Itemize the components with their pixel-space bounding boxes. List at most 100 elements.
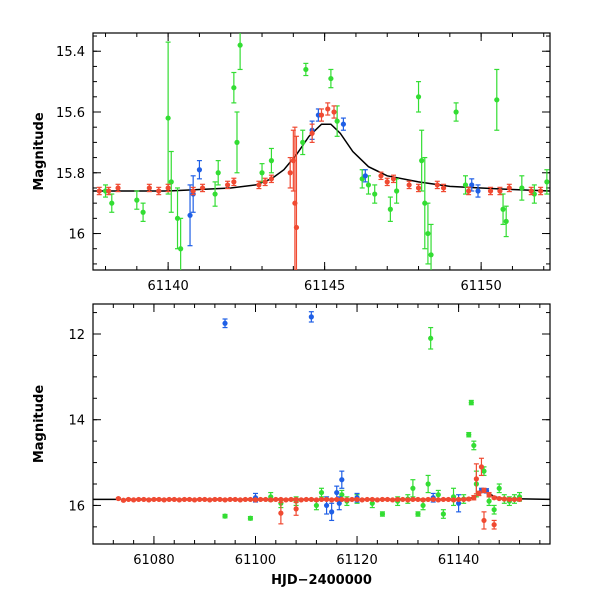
data-point-red [262, 179, 268, 185]
top-model-curve [93, 123, 550, 192]
data-point-red [222, 497, 228, 503]
top-xtick-label: 61145 [304, 279, 345, 294]
data-point-green [415, 511, 421, 517]
data-point-green [422, 200, 428, 206]
data-point-green [500, 206, 506, 212]
data-point-red [252, 497, 259, 503]
data-point-red [425, 496, 431, 503]
data-point-red [491, 522, 497, 528]
data-point-green [491, 507, 497, 513]
data-point-green [268, 158, 275, 164]
data-point-red [445, 496, 452, 503]
data-point-red [237, 497, 243, 503]
data-point-red [165, 185, 171, 191]
data-point-red [395, 496, 401, 503]
data-point-green [415, 94, 422, 100]
data-point-red [141, 496, 147, 503]
data-point-green [503, 218, 509, 224]
data-point-red [528, 188, 534, 194]
data-point-red [273, 496, 279, 503]
data-point-green [134, 197, 140, 203]
data-point-red [434, 182, 440, 188]
data-point-red [232, 496, 238, 503]
data-point-red [331, 109, 337, 115]
data-point-red [115, 185, 121, 191]
data-point-red [334, 496, 340, 503]
data-point-red [497, 188, 503, 194]
data-point-red [303, 496, 309, 503]
data-point-red [242, 496, 248, 503]
bottom-series-red [115, 457, 523, 530]
data-point-green [174, 215, 181, 221]
data-point-red [125, 496, 132, 503]
data-point-green [339, 492, 345, 498]
data-point-blue [339, 477, 345, 483]
data-point-green [440, 511, 446, 517]
data-point-blue [308, 314, 314, 320]
data-point-red [298, 497, 304, 503]
data-point-red [288, 496, 294, 503]
data-point-red [224, 182, 231, 188]
data-point-red [410, 496, 416, 503]
data-point-red [378, 173, 384, 179]
data-point-red [199, 185, 206, 191]
data-point-red [478, 464, 485, 470]
data-point-green [425, 481, 431, 487]
data-point-red [349, 496, 355, 503]
bottom-plot-area [93, 311, 550, 530]
data-point-red [487, 188, 494, 194]
data-point-red [390, 176, 397, 182]
bottom-ytick-label: 16 [68, 499, 85, 514]
top-ytick-label: 15.6 [56, 106, 85, 121]
data-point-red [415, 185, 422, 191]
data-point-blue [456, 500, 462, 506]
bottom-plot-frame [92, 303, 551, 545]
top-series-green [102, 33, 550, 270]
data-point-red [176, 497, 182, 503]
data-point-red [227, 496, 233, 503]
data-point-red [466, 188, 472, 194]
data-point-red [461, 496, 467, 503]
data-point-red [471, 495, 477, 501]
data-point-green [428, 252, 434, 258]
data-point-red [146, 185, 152, 191]
data-point-red [354, 496, 360, 503]
data-point-red [318, 496, 325, 503]
data-point-green [410, 485, 416, 491]
data-point-red [231, 179, 237, 185]
data-point-red [486, 492, 492, 498]
bottom-xtick-label: 61080 [133, 553, 174, 568]
data-point-green [165, 115, 171, 121]
data-point-red [456, 496, 462, 503]
data-point-red [120, 497, 127, 503]
data-point-green [466, 432, 472, 438]
top-panel: 61140 61145 61150 15.4 15.6 15.8 16 Magnitude [32, 32, 551, 294]
data-point-green [486, 498, 492, 504]
top-plot-area [93, 33, 550, 270]
data-point-red [106, 188, 112, 194]
data-point-red [318, 112, 325, 118]
data-point-red [207, 497, 213, 503]
data-point-blue [323, 502, 330, 509]
data-point-green [419, 158, 425, 164]
data-point-green [259, 170, 265, 176]
bottom-xtick-label: 61120 [336, 553, 377, 568]
data-point-red [364, 496, 370, 503]
data-point-green [234, 139, 240, 145]
data-point-red [171, 496, 177, 503]
data-point-green [334, 118, 340, 124]
data-point-red [400, 496, 406, 503]
data-point-red [379, 496, 386, 503]
data-point-red [257, 496, 264, 503]
data-point-red [166, 496, 172, 503]
top-ytick-label: 15.4 [56, 45, 85, 60]
data-point-red [506, 185, 512, 191]
data-point-red [389, 497, 396, 503]
data-point-green [303, 66, 309, 73]
data-point-green [328, 75, 334, 82]
data-point-red [309, 130, 315, 136]
data-point-green [468, 399, 474, 406]
data-point-red [415, 496, 421, 503]
top-xtick-label: 61150 [460, 279, 501, 294]
data-point-blue [475, 188, 481, 194]
